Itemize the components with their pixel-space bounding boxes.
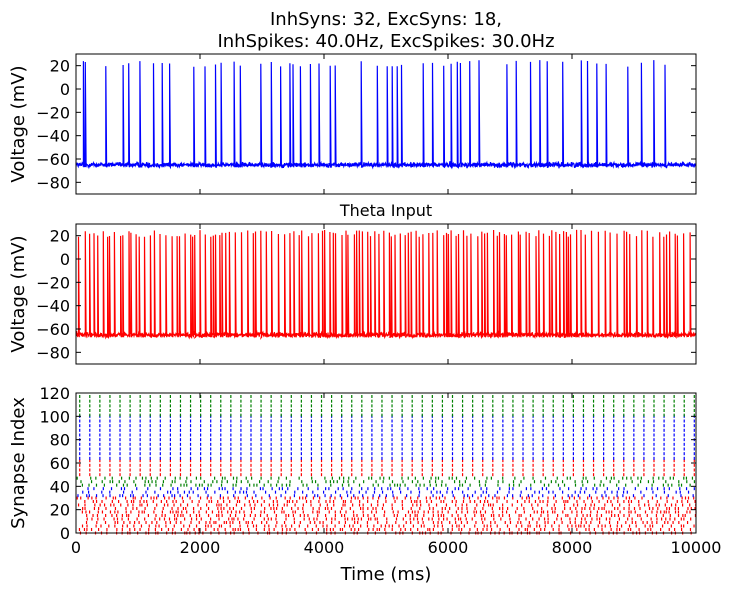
y-tick-label: −60 <box>36 320 70 339</box>
raster-marks <box>76 395 697 535</box>
panel-voltage-theta: Theta Input Voltage (mV) 20 0 −20 −40 −60 −80 <box>8 201 697 365</box>
y-tick-label: 100 <box>39 407 70 426</box>
top-title-line1: InhSyns: 32, ExcSyns: 18, <box>270 9 502 30</box>
x-tick-label: 10000 <box>671 538 722 557</box>
y-tick-label: 0 <box>60 524 70 543</box>
raster-group <box>79 459 695 477</box>
top-x-ticks <box>75 54 697 194</box>
y-tick-label: 20 <box>50 227 70 246</box>
theta-x-ticks <box>75 224 697 364</box>
y-tick-label: 120 <box>39 384 70 403</box>
raster-y-ticks: 0 20 40 60 80 100 120 <box>39 384 696 543</box>
trace-clip <box>76 229 696 340</box>
x-tick-label: 0 <box>71 538 81 557</box>
y-tick-label: 20 <box>50 57 70 76</box>
raster-group <box>76 496 697 535</box>
raster-x-axis-label: Time (ms) <box>340 564 432 585</box>
theta-y-axis-label: Voltage (mV) <box>8 235 29 352</box>
x-tick-label: 8000 <box>552 538 593 557</box>
theta-axes-frame <box>75 223 697 365</box>
y-tick-label: 20 <box>50 501 70 520</box>
y-tick-label: −60 <box>36 150 70 169</box>
top-axes-frame <box>75 53 697 195</box>
voltage-trace <box>76 60 696 170</box>
voltage-trace <box>76 229 696 340</box>
trace-clip <box>76 60 696 170</box>
theta-y-ticks: 20 0 −20 −40 −60 −80 <box>36 227 696 362</box>
top-trace-area <box>76 60 696 170</box>
x-tick-label: 2000 <box>180 538 221 557</box>
y-tick-label: 40 <box>50 477 70 496</box>
raster-group <box>76 476 696 487</box>
y-tick-label: 80 <box>50 431 70 450</box>
raster-group <box>77 487 695 498</box>
y-tick-label: 0 <box>60 80 70 99</box>
y-tick-label: −80 <box>36 173 70 192</box>
x-tick-label: 4000 <box>304 538 345 557</box>
theta-title: Theta Input <box>339 201 432 220</box>
top-y-ticks: 20 0 −20 −40 −60 −80 <box>36 57 696 192</box>
raster-group <box>79 414 695 460</box>
panel-voltage-top: InhSyns: 32, ExcSyns: 18, InhSpikes: 40.… <box>8 9 697 195</box>
y-tick-label: −20 <box>36 103 70 122</box>
panel-raster: Synapse Index Time (ms) 020406080100120 … <box>8 384 721 585</box>
raster-group <box>79 395 695 417</box>
y-tick-label: 60 <box>50 454 70 473</box>
y-tick-label: 0 <box>60 250 70 269</box>
top-title-line2: InhSpikes: 40.0Hz, ExcSpikes: 30.0Hz <box>217 31 554 52</box>
y-tick-label: −80 <box>36 343 70 362</box>
raster-x-ticks: 0 2000 4000 6000 8000 10000 <box>71 393 722 557</box>
theta-trace-area <box>76 229 696 340</box>
raster-axes-frame <box>75 392 697 534</box>
y-tick-label: −40 <box>36 127 70 146</box>
raster-y-axis-label: Synapse Index <box>8 397 29 529</box>
y-tick-label: −40 <box>36 297 70 316</box>
x-tick-label: 6000 <box>428 538 469 557</box>
y-tick-label: −20 <box>36 273 70 292</box>
top-y-axis-label: Voltage (mV) <box>8 65 29 182</box>
